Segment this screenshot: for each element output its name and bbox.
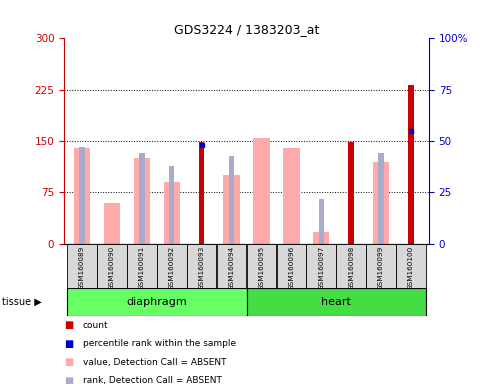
Text: count: count xyxy=(83,321,108,330)
Bar xyxy=(139,154,144,244)
Bar xyxy=(169,166,175,244)
Text: percentile rank within the sample: percentile rank within the sample xyxy=(83,339,236,348)
Text: GSM160097: GSM160097 xyxy=(318,246,324,290)
Title: GDS3224 / 1383203_at: GDS3224 / 1383203_at xyxy=(174,23,319,36)
Text: GSM160093: GSM160093 xyxy=(199,246,205,290)
Text: GSM160099: GSM160099 xyxy=(378,246,384,290)
Bar xyxy=(127,244,157,288)
Bar xyxy=(246,288,426,316)
Bar xyxy=(253,138,270,244)
Text: GSM160094: GSM160094 xyxy=(229,246,235,290)
Bar xyxy=(318,199,324,244)
Text: GSM160092: GSM160092 xyxy=(169,246,175,290)
Bar xyxy=(67,244,97,288)
Bar xyxy=(223,175,240,244)
Text: ■: ■ xyxy=(64,320,73,330)
Text: GSM160096: GSM160096 xyxy=(288,246,294,290)
Bar xyxy=(157,244,186,288)
Text: GSM160090: GSM160090 xyxy=(109,246,115,290)
Bar xyxy=(67,288,246,316)
Text: GSM160100: GSM160100 xyxy=(408,246,414,290)
Text: tissue ▶: tissue ▶ xyxy=(2,297,42,307)
Text: value, Detection Call = ABSENT: value, Detection Call = ABSENT xyxy=(83,358,226,367)
Bar xyxy=(396,244,426,288)
Bar xyxy=(366,244,396,288)
Bar xyxy=(277,244,306,288)
Bar xyxy=(104,203,120,244)
Bar xyxy=(187,244,216,288)
Bar xyxy=(349,142,354,244)
Text: diaphragm: diaphragm xyxy=(126,297,187,307)
Text: ■: ■ xyxy=(64,376,73,384)
Bar xyxy=(307,244,336,288)
Bar xyxy=(229,156,234,244)
Text: GSM160089: GSM160089 xyxy=(79,246,85,290)
Bar xyxy=(79,147,85,244)
Bar xyxy=(246,244,276,288)
Bar xyxy=(164,182,180,244)
Bar xyxy=(97,244,127,288)
Bar xyxy=(373,162,389,244)
Text: GSM160095: GSM160095 xyxy=(258,246,264,290)
Bar xyxy=(199,142,204,244)
Text: rank, Detection Call = ABSENT: rank, Detection Call = ABSENT xyxy=(83,376,222,384)
Bar xyxy=(313,232,329,244)
Bar xyxy=(217,244,246,288)
Text: heart: heart xyxy=(321,297,351,307)
Bar xyxy=(336,244,366,288)
Bar xyxy=(408,85,414,244)
Bar xyxy=(283,148,300,244)
Bar xyxy=(134,158,150,244)
Text: ■: ■ xyxy=(64,357,73,367)
Bar xyxy=(74,148,90,244)
Bar xyxy=(378,154,384,244)
Text: GSM160091: GSM160091 xyxy=(139,246,145,290)
Text: GSM160098: GSM160098 xyxy=(348,246,354,290)
Text: ■: ■ xyxy=(64,339,73,349)
